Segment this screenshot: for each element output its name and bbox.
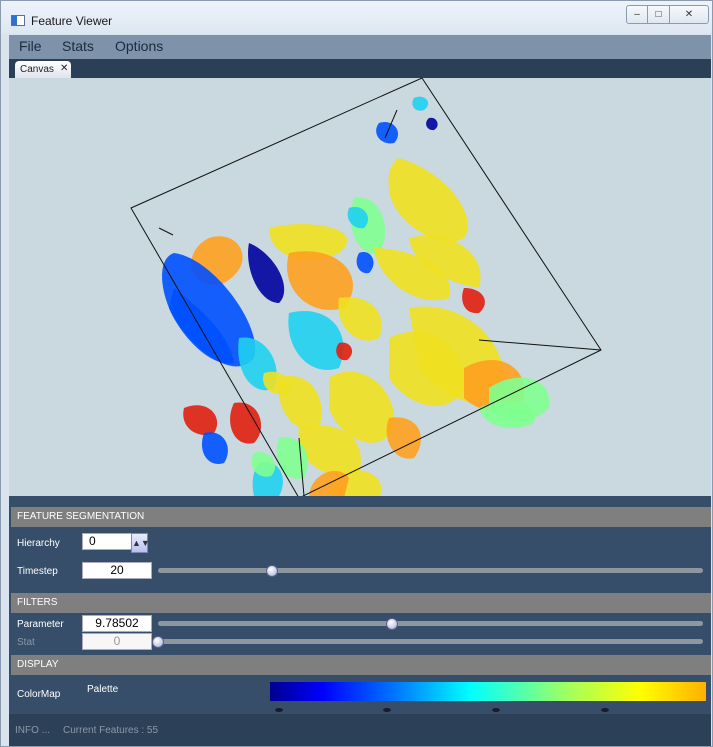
feature-blob [263,371,290,395]
tab-canvas-label: Canvas [20,64,54,75]
spin-arrows-icon[interactable]: ▲▼ [131,533,150,553]
bounding-box-edge [384,109,398,139]
colormap-label: ColorMap [17,689,61,700]
feature-blob [269,224,348,260]
status-feature-count: Current Features : 55 [63,725,159,736]
tab-close-icon[interactable]: ✕ [60,63,69,74]
section-header-display: DISPLAY [11,655,711,675]
feature-blob [338,297,382,341]
feature-blob [386,417,421,459]
section-header-filters: FILTERS [11,593,711,613]
parameter-label: Parameter [17,619,64,630]
parameter-slider-track[interactable] [158,621,703,626]
feature-blob [462,288,485,314]
timestep-label: Timestep [17,566,58,577]
tab-canvas[interactable]: Canvas ✕ [15,61,71,78]
feature-blob [374,248,451,301]
feature-visualization [130,78,602,496]
bounding-box-edge [478,339,602,351]
hierarchy-label: Hierarchy [17,538,60,549]
app-icon [11,15,25,26]
control-panel: FEATURE SEGMENTATION Hierarchy 0 ▲▼ Time… [9,496,711,746]
feature-blob [409,235,481,288]
title-bar: Feature Viewer – □ ✕ [1,1,712,34]
feature-blob [412,96,429,111]
feature-blob [298,425,361,476]
feature-blob [248,243,285,303]
timestep-slider-thumb[interactable] [266,565,279,577]
feature-blob [388,158,468,242]
colormap-stop-marker[interactable] [275,708,283,712]
feature-blob [336,342,353,361]
feature-blob [329,371,395,443]
feature-blob [230,402,262,444]
feature-blob [426,117,438,131]
status-info: INFO ... [15,725,50,736]
render-canvas[interactable] [9,78,711,496]
window-title: Feature Viewer [31,14,113,28]
status-bar: INFO ... Current Features : 55 [9,714,711,746]
tab-bar: Canvas ✕ [9,59,711,78]
section-header-feature-segmentation: FEATURE SEGMENTATION [11,507,711,527]
minimize-button[interactable]: – [626,5,648,24]
menu-options[interactable]: Options [115,38,164,54]
colormap-stop-marker[interactable] [601,708,609,712]
menu-stats[interactable]: Stats [62,38,94,54]
palette-label: Palette [87,684,119,695]
feature-blob [479,400,535,428]
menu-file[interactable]: File [19,38,42,54]
hierarchy-spinbox[interactable]: 0 [82,533,132,550]
feature-blob [201,432,228,464]
feature-blobs [162,96,550,496]
menu-bar: File Stats Options [9,35,711,59]
stat-slider-thumb[interactable] [152,636,164,648]
stat-label: Stat [17,637,35,648]
colormap-stop-marker[interactable] [383,708,391,712]
feature-blob [356,252,374,274]
bounding-box-edge [298,437,305,496]
feature-blob [288,311,344,370]
timestep-value-field[interactable]: 20 [82,562,152,579]
stat-value-field[interactable]: 0 [82,633,152,650]
feature-blob [251,452,275,477]
colormap-stop-marker[interactable] [492,708,500,712]
feature-blob [287,251,353,310]
feature-blob [347,207,369,229]
feature-blob [169,288,234,364]
feature-blob [162,253,256,367]
parameter-value-field[interactable]: 9.78502 [82,615,152,632]
colormap-gradient[interactable] [270,682,706,701]
stat-slider-track[interactable] [158,639,703,644]
maximize-button[interactable]: □ [647,5,670,24]
feature-blob [183,405,218,436]
close-button[interactable]: ✕ [669,5,709,24]
bounding-box-edge [158,227,174,236]
parameter-slider-thumb[interactable] [386,618,399,630]
timestep-slider-track[interactable] [158,568,703,573]
